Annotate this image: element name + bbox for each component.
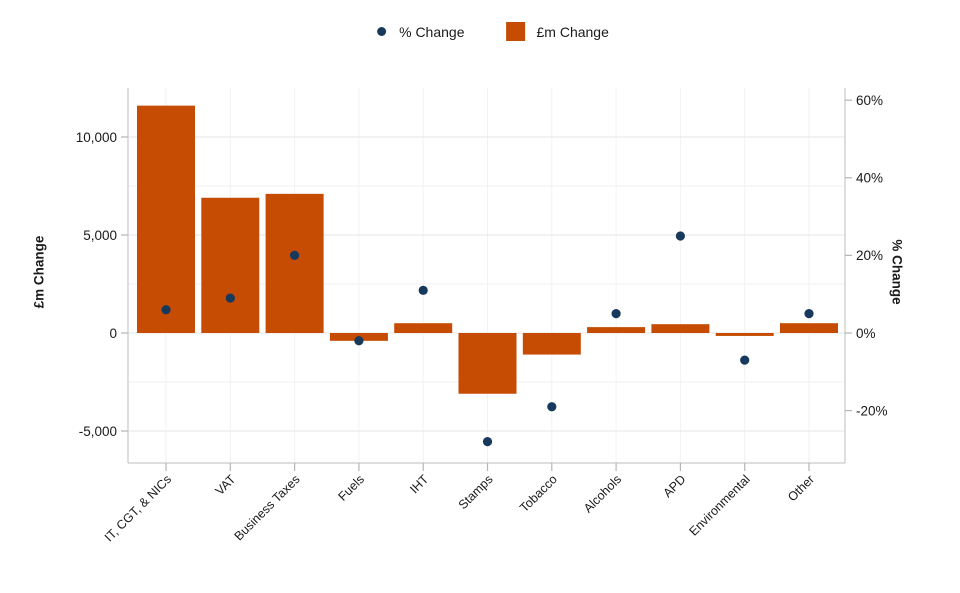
legend: % Change £m Change: [377, 22, 609, 41]
pct-change-point-business-taxes: [290, 250, 300, 260]
legend-label-pct-change: % Change: [399, 23, 465, 40]
right-axis-title: % Change: [889, 239, 905, 305]
right-axis-tick-label: -20%: [856, 403, 888, 418]
right-axis-tick-label: 20%: [856, 248, 883, 263]
bar-it-cgt-nics: [137, 105, 195, 333]
x-axis-category-label: APD: [660, 472, 688, 500]
bar-business-taxes: [265, 193, 324, 333]
legend-label-fm-change: £m Change: [536, 23, 609, 40]
left-axis-title: £m Change: [31, 235, 47, 309]
left-axis-tick-label: 0: [109, 326, 117, 341]
x-axis-category-label: Other: [785, 472, 817, 504]
bar-environmental: [715, 333, 774, 336]
bar-vat: [201, 197, 260, 333]
bar-alcohols: [587, 327, 646, 333]
bar-stamps: [458, 333, 517, 394]
left-axis-tick-label: 10,000: [76, 130, 117, 145]
pct-change-dot-icon: [377, 27, 387, 36]
pct-change-point-stamps: [482, 437, 493, 447]
pct-change-point-fuels: [354, 336, 364, 346]
right-axis-tick-label: 40%: [856, 171, 883, 186]
pct-change-point-other: [804, 309, 814, 319]
x-axis-category-label: Fuels: [335, 472, 367, 504]
pct-change-point-it-cgt-nics: [161, 305, 171, 315]
bar-iht: [394, 323, 453, 333]
x-axis-category-label: Business Taxes: [232, 472, 303, 543]
x-axis-category-label: Alcohols: [581, 472, 624, 515]
x-axis-category-label: Tobacco: [517, 472, 560, 515]
pct-change-point-environmental: [740, 355, 750, 365]
legend-item-fm-change: £m Change: [506, 22, 609, 41]
pct-change-point-apd: [675, 231, 686, 241]
x-axis-category-label: VAT: [213, 472, 239, 498]
pct-change-point-tobacco: [547, 402, 557, 412]
pct-change-point-iht: [418, 285, 428, 295]
right-axis-tick-label: 60%: [856, 93, 883, 108]
x-axis-category-label: IHT: [407, 472, 431, 496]
x-axis-category-label: Stamps: [456, 472, 496, 512]
fm-change-swatch-icon: [506, 22, 526, 41]
pct-change-point-vat: [225, 293, 235, 303]
right-axis-tick-label: 0%: [856, 326, 876, 341]
x-axis-category-label: Environmental: [686, 472, 752, 538]
bar-other: [780, 323, 838, 333]
legend-item-pct-change: % Change: [377, 23, 465, 40]
bar-tobacco: [522, 333, 581, 355]
x-axis-category-label: IT, CGT, & NICs: [102, 472, 174, 544]
pct-change-point-alcohols: [611, 309, 621, 319]
left-axis-tick-label: -5,000: [79, 424, 117, 439]
bar-apd: [651, 324, 710, 333]
left-axis-tick-label: 5,000: [83, 228, 117, 243]
